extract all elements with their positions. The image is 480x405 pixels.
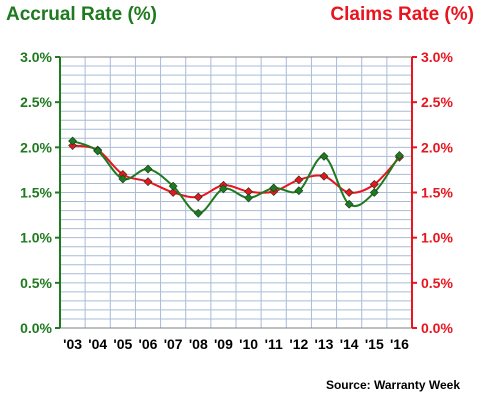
x-tick-label: '10 <box>239 336 258 352</box>
right-tick-label: 2.5% <box>421 94 453 110</box>
left-tick-label: 0.5% <box>20 275 52 291</box>
accrual-data-point <box>193 208 203 218</box>
right-tick-label: 2.0% <box>421 139 453 155</box>
accrual-data-point <box>395 151 404 160</box>
right-tick-label: 1.5% <box>421 185 453 201</box>
accrual-data-point <box>269 183 279 193</box>
x-tick-label: '11 <box>265 336 283 352</box>
claims-data-point <box>193 192 203 202</box>
right-tick-label: 3.0% <box>421 49 453 65</box>
source-note: Source: Warranty Week <box>325 378 460 392</box>
claims-data-point <box>168 188 178 197</box>
accrual-data-point <box>168 181 178 191</box>
right-tick-label: 1.0% <box>421 230 453 246</box>
accrual-data-point <box>219 184 228 194</box>
accrual-data-point <box>143 164 153 174</box>
x-tick-label: '04 <box>88 336 107 352</box>
claims-data-point <box>319 171 329 181</box>
x-tick-label: '15 <box>365 336 384 352</box>
accrual-data-point <box>68 136 77 146</box>
left-tick-label: 0.0% <box>20 320 52 336</box>
x-tick-label: '05 <box>113 336 132 352</box>
x-tick-label: '03 <box>63 336 82 352</box>
x-tick-label: '09 <box>214 336 233 352</box>
accrual-data-point <box>294 186 304 196</box>
x-tick-label: '16 <box>390 336 409 352</box>
left-axis-title: Accrual Rate (%) <box>6 4 157 25</box>
x-tick-label: '13 <box>315 336 334 352</box>
x-tick-label: '12 <box>289 336 308 352</box>
accrual-data-point <box>244 193 253 203</box>
claims-data-point <box>294 175 304 185</box>
left-tick-label: 2.0% <box>20 139 52 155</box>
accrual-data-point <box>93 146 103 156</box>
left-tick-label: 1.0% <box>20 230 52 246</box>
right-axis-title: Claims Rate (%) <box>330 4 474 25</box>
x-tick-label: '07 <box>164 336 183 352</box>
accrual-data-point <box>319 151 329 161</box>
right-tick-label: 0.0% <box>421 320 453 336</box>
left-tick-label: 2.5% <box>20 94 52 110</box>
x-tick-label: '08 <box>189 336 208 352</box>
accrual-data-point <box>118 174 128 184</box>
left-tick-label: 3.0% <box>20 49 52 65</box>
claims-data-point <box>344 188 354 197</box>
x-tick-label: '14 <box>340 336 359 352</box>
left-tick-label: 1.5% <box>20 185 52 201</box>
claims-data-point <box>68 141 77 150</box>
x-tick-label: '06 <box>139 336 158 352</box>
claims-data-point <box>143 177 153 187</box>
accrual-data-point <box>344 199 354 209</box>
accrual-data-point <box>369 188 379 197</box>
right-tick-label: 0.5% <box>421 275 453 291</box>
